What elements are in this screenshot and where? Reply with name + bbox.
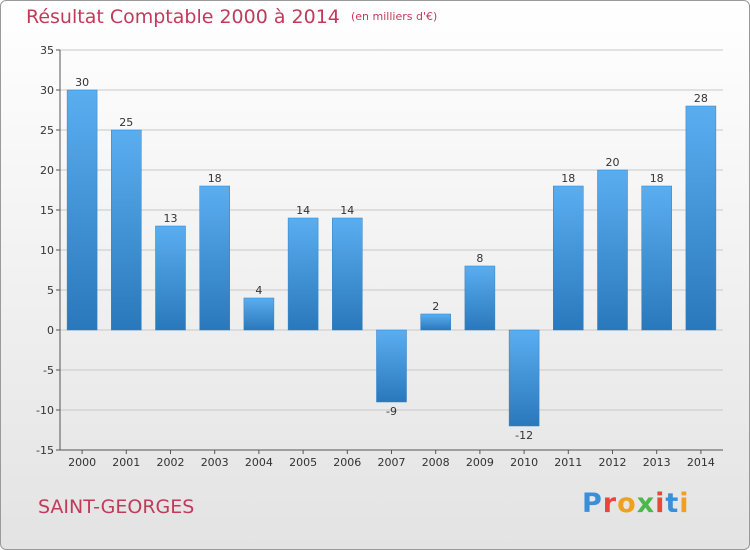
y-tick-label: 25: [40, 124, 54, 137]
x-tick-label: 2006: [333, 456, 361, 469]
logo-letter: r: [602, 488, 618, 519]
data-label-2001: 25: [119, 116, 133, 129]
x-tick-label: 2005: [289, 456, 317, 469]
y-tick-label: 15: [40, 204, 54, 217]
data-label-2002: 13: [164, 212, 178, 225]
x-tick-label: 2003: [201, 456, 229, 469]
logo-letter: o: [617, 488, 637, 519]
y-tick-label: 35: [40, 44, 54, 57]
x-tick-label: 2002: [157, 456, 185, 469]
logo-letter: i: [655, 488, 666, 519]
bar-2013: [641, 185, 672, 331]
x-tick-label: 2007: [378, 456, 406, 469]
data-label-2004: 4: [255, 284, 262, 297]
x-tick-label: 2013: [643, 456, 671, 469]
proxiti-logo: Proxiti: [582, 488, 690, 519]
data-label-2011: 18: [561, 172, 575, 185]
x-tick-label: 2000: [68, 456, 96, 469]
x-tick-label: 2009: [466, 456, 494, 469]
bar-layer: [66, 89, 717, 427]
x-tick-label: 2012: [599, 456, 627, 469]
bar-2003: [199, 185, 230, 331]
y-tick-label: 20: [40, 164, 54, 177]
logo-letter: P: [582, 488, 603, 519]
data-label-2010: -12: [515, 429, 533, 442]
x-tick-label: 2014: [687, 456, 715, 469]
x-tick-label: 2008: [422, 456, 450, 469]
bar-2001: [111, 129, 142, 331]
data-label-2006: 14: [340, 204, 354, 217]
chart-title: Résultat Comptable 2000 à 2014 (en milli…: [26, 6, 437, 28]
bar-2014: [685, 105, 717, 331]
logo-letter: i: [679, 488, 690, 519]
y-tick-label: 0: [47, 324, 54, 337]
axis-layer: 35 30 25 20 15 10 5 0 -5 -10 -15 2000 2001 2002 2003 20…: [36, 44, 723, 469]
bar-2012: [597, 169, 628, 331]
bar-2010: [508, 329, 540, 427]
y-tick-label: -15: [36, 444, 54, 457]
y-tick-label: -10: [36, 404, 54, 417]
chart-unit-text: (en milliers d'€): [350, 10, 438, 23]
x-tick-label: 2010: [510, 456, 538, 469]
bar-2002: [155, 225, 186, 331]
commune-name: SAINT-GEORGES: [38, 496, 195, 518]
logo-letter: x: [636, 488, 656, 519]
chart-title-text: Résultat Comptable 2000 à 2014: [26, 6, 340, 28]
y-tick-label: 30: [40, 84, 54, 97]
x-tick-label: 2001: [112, 456, 140, 469]
x-tick-label: 2011: [554, 456, 582, 469]
bar-2005: [287, 217, 319, 331]
x-tick-label: 2004: [245, 456, 273, 469]
bar-2011: [553, 185, 584, 331]
bar-2000: [66, 89, 98, 331]
y-tick-label: 10: [40, 244, 54, 257]
bar-2009: [464, 265, 496, 331]
data-label-2000: 30: [75, 76, 89, 89]
data-label-2007: -9: [386, 405, 397, 418]
data-label-2013: 18: [650, 172, 664, 185]
bar-2007: [376, 329, 407, 403]
data-label-2005: 14: [296, 204, 310, 217]
bar-2006: [332, 217, 363, 331]
bar-2008: [420, 313, 451, 331]
y-tick-label: -5: [43, 364, 54, 377]
data-label-2008: 2: [432, 300, 439, 313]
logo-letter: t: [665, 488, 680, 519]
data-label-2003: 18: [208, 172, 222, 185]
y-tick-label: 5: [47, 284, 54, 297]
data-label-2012: 20: [606, 156, 620, 169]
data-label-2014: 28: [694, 92, 708, 105]
bar-2004: [243, 297, 275, 331]
data-label-2009: 8: [476, 252, 483, 265]
